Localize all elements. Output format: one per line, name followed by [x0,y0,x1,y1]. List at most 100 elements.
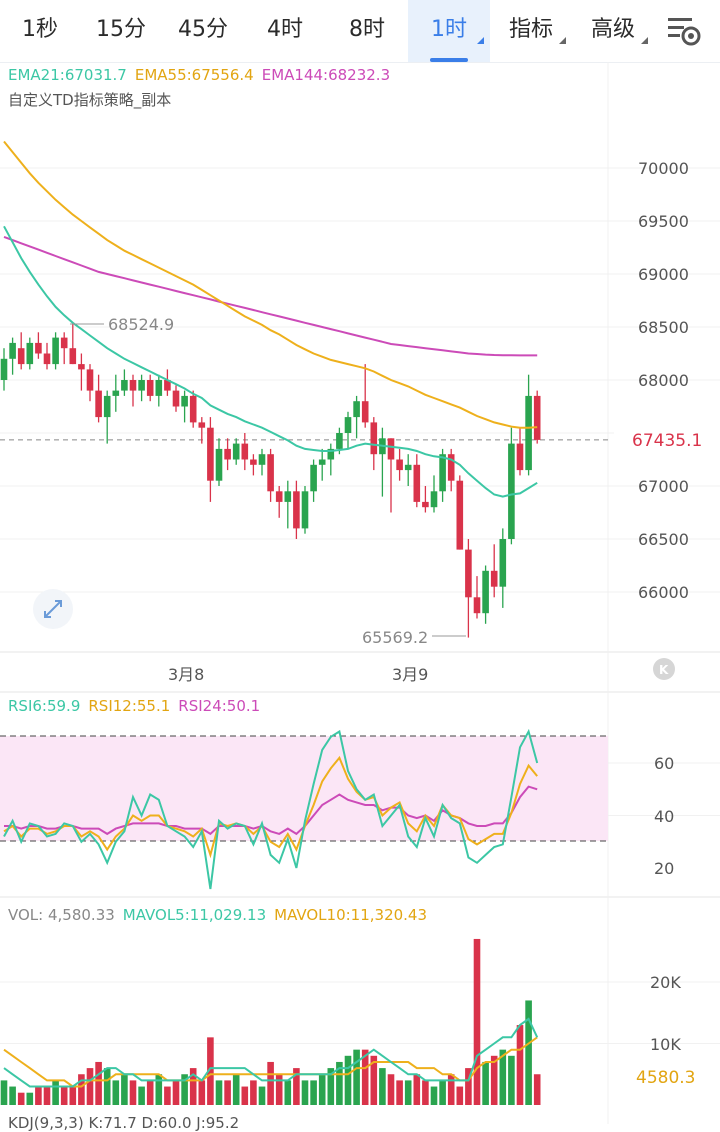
dropdown-triangle-icon [559,37,566,44]
volume-bar [284,1080,292,1105]
tab-label: 15分 [96,17,146,42]
volume-bar [396,1080,403,1105]
candle-body [336,433,343,449]
candle-body [533,395,541,440]
candle-body [103,395,111,418]
candle-body [293,491,300,529]
volume-bar [121,1074,128,1105]
volume-bar [129,1080,137,1105]
candle-body [250,459,257,465]
ema21-line [3,225,538,498]
candle-body [310,464,317,492]
volume-bar [336,1061,343,1105]
volume-bar [267,1061,274,1105]
volume-bar [275,1074,283,1105]
tab-label: 指标 [508,17,553,42]
tab-8h[interactable]: 8时 [326,0,408,62]
price-axis: 70000 69500 69000 68500 68000 67500 6700… [638,159,689,602]
expand-icon[interactable] [33,589,73,629]
rsi6-line [3,728,539,890]
strategy-label: 自定义TD指标策略_副本 [8,91,172,109]
k-logo-icon: K [653,658,675,680]
volume-bar [95,1061,102,1105]
candle-body [60,337,68,349]
volume-bar [473,938,481,1105]
volume-bar [78,1074,85,1105]
ema21-value: EMA21:67031.7 [8,66,127,84]
rsi12-value: RSI12:55.1 [88,697,171,715]
volume-bar [215,1080,223,1105]
mavol10-value: MAVOL10:11,320.43 [274,906,428,924]
rsi-tick: 20 [654,859,674,878]
candle-body [129,380,137,391]
candle-body [224,448,231,460]
volume-bar [164,1086,171,1105]
rsi-tick: 40 [654,807,674,826]
candle-body [465,549,472,598]
rsi-tick: 60 [654,754,674,773]
price-tick: 67000 [638,477,689,496]
ema55-line [3,140,538,429]
tab-45m[interactable]: 45分 [162,0,244,62]
tab-label: 45分 [178,17,228,42]
rsi-axis: 60 40 20 [654,754,674,878]
ema-legend: EMA21:67031.7 EMA55:67556.4 EMA144:68232.3 [8,66,398,84]
volume-bar [318,1074,326,1105]
volume-bar [0,1080,8,1105]
price-tick: 69000 [638,265,689,284]
advanced-menu[interactable]: 高级 [572,0,654,62]
indicators-menu[interactable]: 指标 [490,0,572,62]
volume-bar [293,1068,300,1105]
tab-label: 1时 [431,17,467,42]
volume-bar [86,1068,94,1105]
volume-bar [447,1074,455,1105]
volume-bar [60,1086,68,1105]
candle-body [396,459,403,471]
chart-settings-icon[interactable] [666,14,702,48]
volume-bar [181,1074,188,1105]
mavol5-line [3,1017,539,1088]
candle-body [456,480,464,550]
candle-body [370,422,378,455]
volume-bar [146,1080,154,1105]
svg-text:K: K [659,663,669,677]
volume-bar [155,1074,163,1105]
candle-body [189,395,197,423]
volume-bar [224,1080,231,1105]
volume-bar [490,1055,498,1105]
candle-body [525,395,532,471]
grid-lines [0,167,720,1044]
price-tick: 70000 [638,159,689,178]
candle-body [181,395,188,407]
candle-body [232,443,240,460]
tab-15m[interactable]: 15分 [80,0,162,62]
volume-bar [353,1049,360,1105]
candle-body [499,539,507,587]
ema144-line [3,235,538,357]
tab-4h[interactable]: 4时 [244,0,326,62]
volume-bar [379,1068,386,1105]
candle-body [164,380,171,391]
date-label: 3月9 [392,665,428,684]
volume-bar [9,1086,16,1105]
candle-body [473,597,481,614]
candle-body [344,417,352,433]
volume-bar [456,1086,464,1105]
volume-tag-text: 4580.3 [636,1068,695,1088]
tab-label: 高级 [590,17,635,42]
candle-body [422,501,429,508]
candle-body [9,342,16,359]
rsi24-value: RSI24:50.1 [178,697,261,715]
dropdown-triangle-icon [641,37,648,44]
volume-bar [508,1055,515,1105]
candle-body [121,380,128,391]
tab-1h[interactable]: 1时 [408,0,490,62]
volume-bar [69,1086,77,1105]
tab-1s[interactable]: 1秒 [0,0,80,62]
volume-bar [189,1068,197,1105]
high-price-label: 68524.9 [108,315,174,334]
price-tick: 66000 [638,583,689,602]
tab-label: 8时 [349,17,385,42]
volume-bar [327,1068,335,1105]
